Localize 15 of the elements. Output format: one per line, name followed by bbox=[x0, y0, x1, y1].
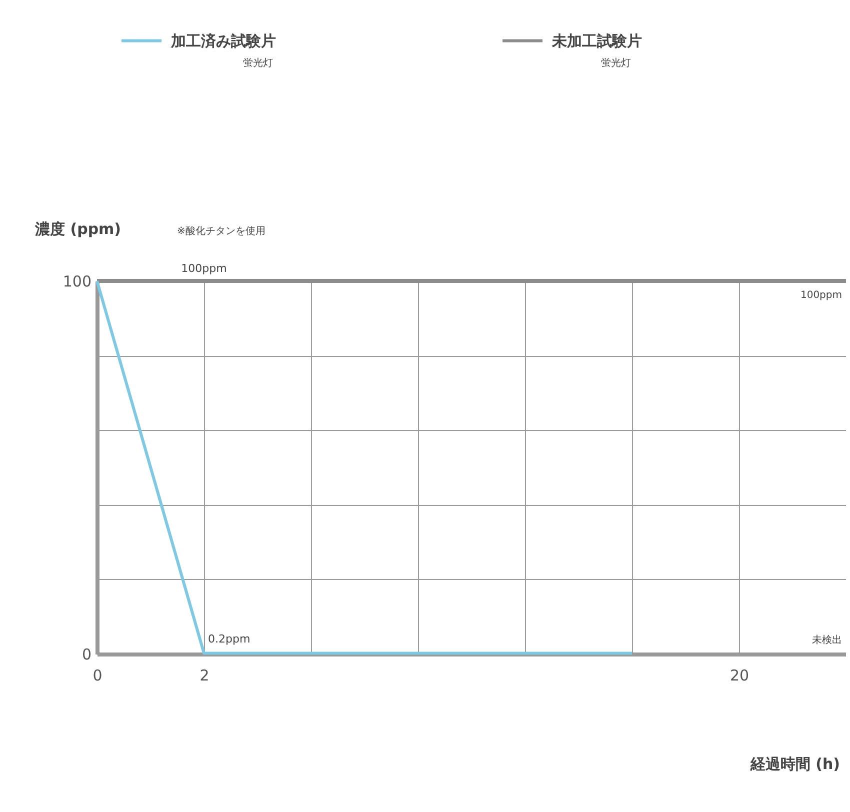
annotation: 未検出 bbox=[812, 634, 842, 646]
x-tick-label: 20 bbox=[730, 666, 750, 684]
y-tick-label: 100 bbox=[62, 272, 92, 290]
legend-label: 加工済み試験片 bbox=[170, 32, 276, 50]
y-axis-title: 濃度 (ppm) bbox=[34, 220, 122, 238]
x-tick-label: 2 bbox=[200, 666, 210, 684]
x-tick-label: 0 bbox=[92, 666, 102, 684]
annotation: 100ppm bbox=[800, 290, 842, 301]
x-axis-title: 経過時間 (h) bbox=[749, 755, 840, 773]
text: 蛍光灯 bbox=[243, 57, 273, 69]
annotation: 0.2ppm bbox=[208, 632, 250, 646]
legend-label: 未加工試験片 bbox=[551, 32, 642, 50]
annotation: 100ppm bbox=[181, 262, 227, 275]
text: ※酸化チタンを使用 bbox=[177, 225, 266, 237]
text: 蛍光灯 bbox=[601, 57, 631, 69]
